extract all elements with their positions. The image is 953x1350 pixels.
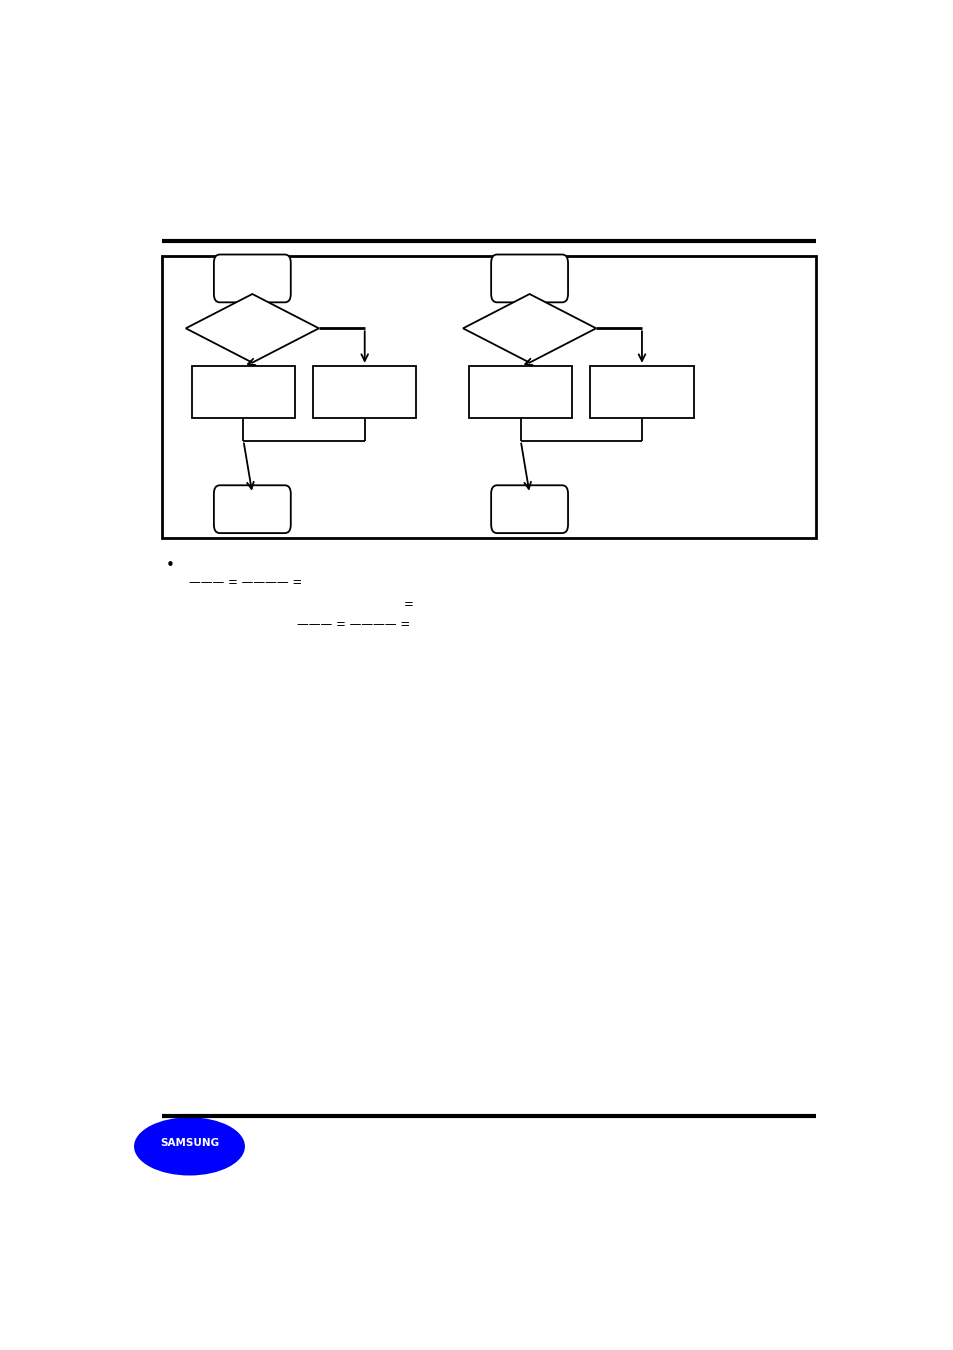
Bar bbox=[469, 366, 572, 417]
Bar bbox=[162, 255, 815, 539]
Ellipse shape bbox=[133, 1118, 245, 1176]
FancyBboxPatch shape bbox=[491, 255, 567, 302]
Text: ——— = ———— =: ——— = ———— = bbox=[190, 576, 302, 590]
Text: =: = bbox=[403, 598, 414, 612]
Text: ——— = ———— =: ——— = ———— = bbox=[296, 618, 410, 630]
Text: •: • bbox=[166, 558, 174, 572]
Bar bbox=[192, 366, 294, 417]
FancyBboxPatch shape bbox=[213, 485, 291, 533]
Polygon shape bbox=[462, 294, 596, 363]
Text: SAMSUNG: SAMSUNG bbox=[160, 1138, 219, 1149]
FancyBboxPatch shape bbox=[491, 485, 567, 533]
Bar bbox=[590, 366, 693, 417]
Polygon shape bbox=[186, 294, 318, 363]
FancyBboxPatch shape bbox=[213, 255, 291, 302]
Bar bbox=[313, 366, 416, 417]
Text: ELECTRONICS: ELECTRONICS bbox=[176, 1156, 236, 1165]
